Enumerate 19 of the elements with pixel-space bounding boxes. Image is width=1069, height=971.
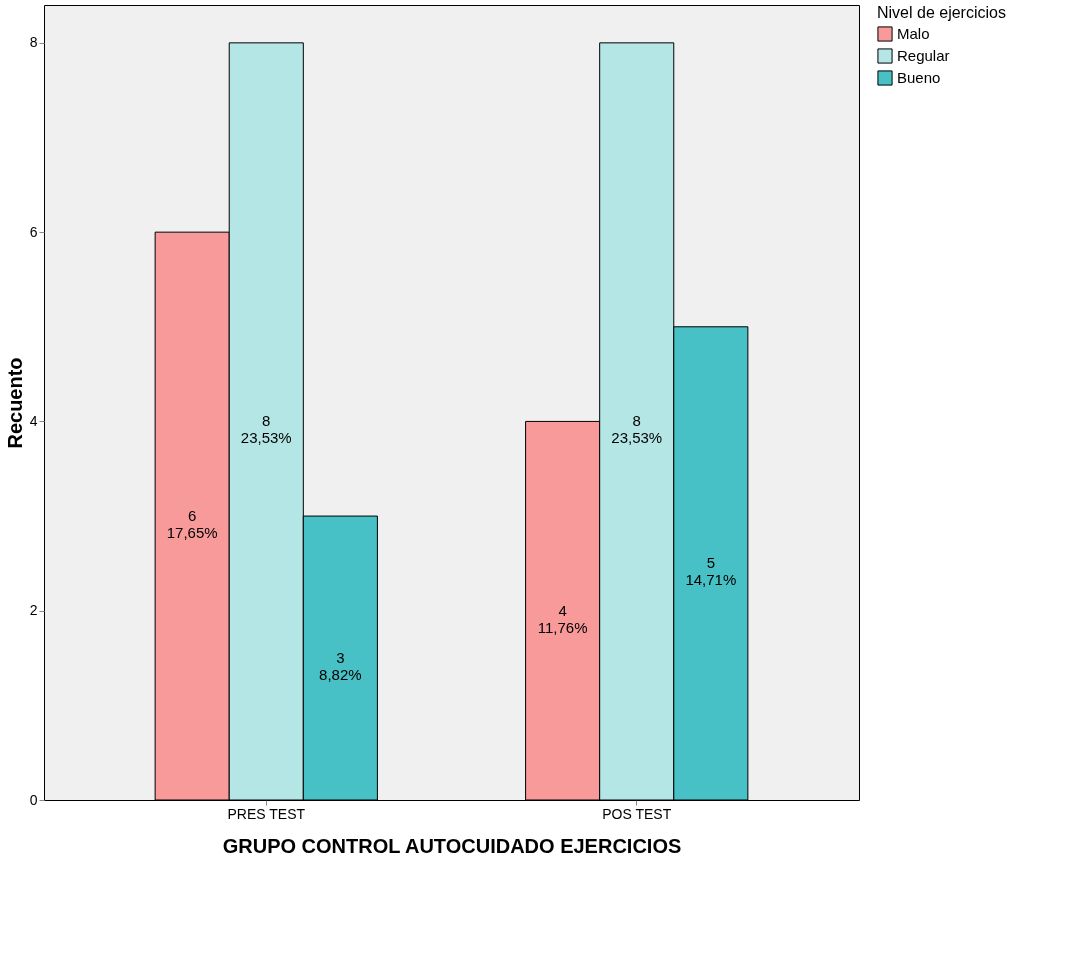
legend-label: Regular bbox=[897, 47, 950, 64]
y-tick-label: 8 bbox=[29, 34, 38, 51]
y-tick-label: 6 bbox=[29, 223, 38, 240]
y-axis-title: Recuento bbox=[3, 357, 26, 449]
data-label: 8 23,53% bbox=[611, 412, 663, 447]
data-label: 4 11,76% bbox=[537, 601, 588, 636]
data-label: 8 23,53% bbox=[240, 412, 292, 447]
data-label: 5 14,71% bbox=[685, 554, 737, 589]
y-tick-label: 4 bbox=[29, 412, 38, 429]
legend-label: Bueno bbox=[897, 69, 941, 86]
x-tick-label: POS TEST bbox=[602, 805, 672, 822]
y-tick-label: 2 bbox=[29, 602, 38, 619]
y-tick-label: 0 bbox=[29, 791, 38, 808]
legend-label: Malo bbox=[897, 25, 930, 42]
x-axis-title: GRUPO CONTROL AUTOCUIDADO EJERCICIOS bbox=[222, 834, 682, 857]
data-label: 6 17,65% bbox=[166, 507, 218, 542]
data-label: 3 8,82% bbox=[319, 649, 362, 684]
legend-title: Nivel de ejercicios bbox=[877, 4, 1006, 21]
x-tick-label: PRES TEST bbox=[227, 805, 306, 822]
